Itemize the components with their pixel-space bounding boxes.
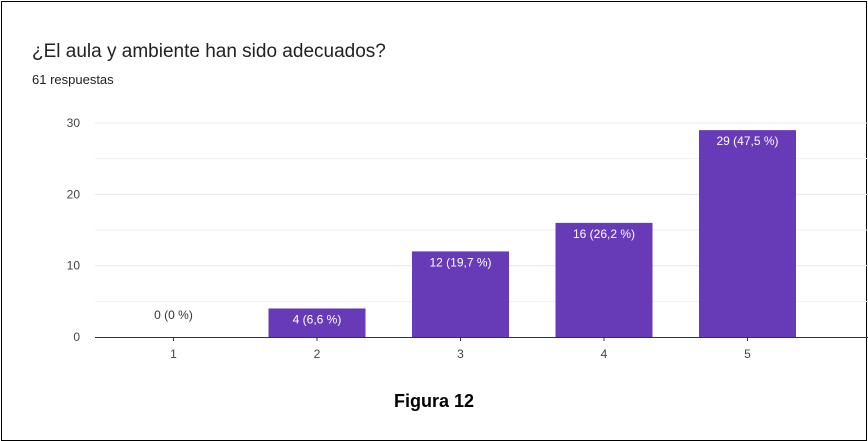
bar xyxy=(699,130,796,337)
y-tick-label: 20 xyxy=(67,187,81,201)
bar-chart: 0 10 20 30 1 2 3 4 5 0 (0 %) 4 (6,6 %) 12 (19,7 %) 1… xyxy=(67,116,868,361)
response-count: 61 respuestas xyxy=(32,72,114,87)
x-tick-label: 3 xyxy=(457,347,464,361)
figure-caption: Figura 12 xyxy=(393,391,475,411)
x-tick-label: 1 xyxy=(170,347,177,361)
y-tick-label: 30 xyxy=(67,116,81,130)
bar xyxy=(555,222,653,337)
data-label: 0 (0 %) xyxy=(154,308,193,322)
data-label: 16 (26,2 %) xyxy=(573,227,635,241)
y-tick-label: 0 xyxy=(73,330,80,344)
x-tick-label: 2 xyxy=(314,347,321,361)
chart-title: ¿El aula y ambiente han sido adecuados? xyxy=(32,41,386,62)
y-tick-label: 10 xyxy=(67,259,81,273)
bar xyxy=(268,308,366,337)
x-tick-label: 5 xyxy=(744,347,751,361)
data-label: 4 (6,6 %) xyxy=(293,312,342,326)
x-tick-label: 4 xyxy=(601,347,608,361)
data-label: 12 (19,7 %) xyxy=(429,255,491,269)
data-label: 29 (47,5 %) xyxy=(716,134,778,148)
bar xyxy=(412,251,509,337)
